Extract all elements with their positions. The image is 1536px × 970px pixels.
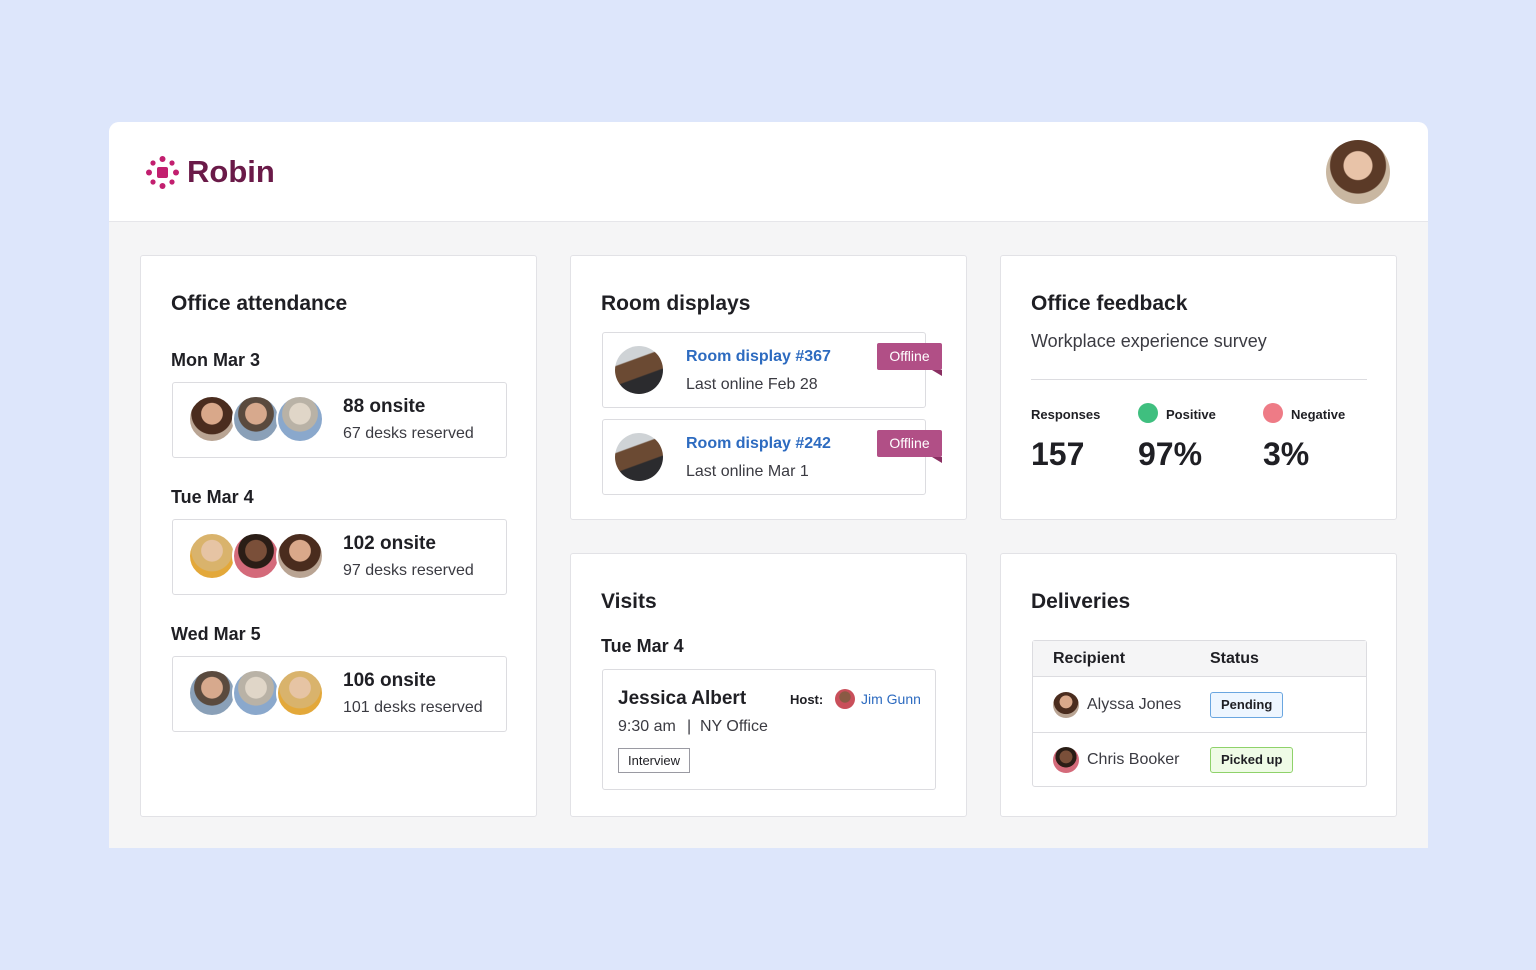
divider (1031, 379, 1367, 380)
panel-title: Deliveries (1031, 590, 1131, 613)
host-avatar (835, 689, 855, 709)
deliveries-panel: Deliveries Recipient Status Alyssa Jones… (1000, 553, 1397, 817)
avatar (232, 532, 280, 580)
deliveries-table: Recipient Status Alyssa Jones Pending Chri… (1032, 640, 1367, 787)
recipient-name: Alyssa Jones (1087, 696, 1182, 713)
stat-label: Negative (1291, 407, 1346, 422)
visit-tag: Interview (618, 748, 691, 773)
attendance-card[interactable]: 106 onsite 101 desks reserved (172, 656, 507, 732)
avatar (276, 669, 324, 717)
day-label: Wed Mar 5 (171, 624, 261, 644)
panel-title: Visits (601, 590, 657, 613)
avatar (188, 395, 236, 443)
desks-reserved: 67 desks reserved (343, 425, 474, 442)
attendance-panel: Office attendance Mon Mar 3 88 onsite 67 d… (140, 255, 537, 817)
last-online: Last online Feb 28 (686, 376, 818, 393)
avatar (188, 532, 236, 580)
last-online: Last online Mar 1 (686, 463, 809, 480)
user-avatar[interactable] (1326, 140, 1390, 204)
visitor-name: Jessica Albert (618, 688, 747, 709)
day-label: Mon Mar 3 (171, 350, 261, 370)
day-label: Tue Mar 4 (171, 487, 254, 507)
brand: Robin (187, 154, 275, 189)
onsite-count: 88 onsite (343, 396, 426, 417)
status-pill: Pending (1210, 692, 1284, 718)
stat-label: Responses (1031, 407, 1101, 422)
stat-value: 97% (1138, 436, 1203, 472)
avatar (276, 532, 324, 580)
room-name[interactable]: Room display #367 (686, 348, 831, 365)
logo-mark (146, 156, 179, 189)
visit-card[interactable]: Jessica Albert Host: Jim Gunn 9:30 am | … (602, 669, 936, 790)
status-pill: Picked up (1210, 747, 1294, 773)
room-name[interactable]: Room display #242 (686, 435, 831, 452)
room-photo (615, 346, 663, 394)
desks-reserved: 97 desks reserved (343, 562, 474, 579)
stat-label: Positive (1166, 407, 1216, 422)
attendance-card[interactable]: 88 onsite 67 desks reserved (172, 382, 507, 458)
panel-title: Office attendance (171, 292, 348, 315)
face-icon (1263, 403, 1283, 423)
visit-time: 9:30 am (618, 718, 676, 735)
attendance-card[interactable]: 102 onsite 97 desks reserved (172, 519, 507, 595)
face-icon (1138, 403, 1158, 423)
column-header: Recipient (1053, 650, 1126, 667)
status-tag: Offline (877, 343, 942, 376)
room-photo (615, 433, 663, 481)
stat-value: 3% (1263, 436, 1310, 472)
host-name[interactable]: Jim Gunn (861, 691, 921, 707)
desks-reserved: 101 desks reserved (343, 699, 483, 716)
visit-date: Tue Mar 4 (601, 636, 684, 656)
feedback-panel: Office feedback Workplace experience sur… (1000, 255, 1397, 520)
stat-value: 157 (1031, 436, 1085, 472)
recipient-avatar (1053, 692, 1079, 718)
avatar (276, 395, 324, 443)
separator: | (687, 718, 692, 735)
onsite-count: 102 onsite (343, 533, 436, 554)
room-card[interactable]: Room display #367 Last online Feb 28 (602, 332, 926, 408)
recipient-avatar (1053, 747, 1079, 773)
avatar (188, 669, 236, 717)
onsite-count: 106 onsite (343, 670, 436, 691)
table-header (1033, 641, 1366, 677)
avatar (232, 395, 280, 443)
visit-location: NY Office (700, 718, 768, 735)
panel-title: Room displays (601, 292, 751, 315)
header: Robin (109, 122, 1428, 222)
host-label: Host: (790, 692, 824, 707)
row-divider (1033, 732, 1366, 733)
panel-title: Office feedback (1031, 292, 1188, 315)
status-tag: Offline (877, 430, 942, 463)
recipient-name: Chris Booker (1087, 751, 1180, 768)
room-displays-panel: Room displays Room display #367 Last onli… (570, 255, 967, 520)
visits-panel: Visits Tue Mar 4 Jessica Albert Host: Ji… (570, 553, 967, 817)
subtitle: Workplace experience survey (1031, 331, 1267, 351)
avatar (232, 669, 280, 717)
column-header: Status (1210, 650, 1259, 667)
room-card[interactable]: Room display #242 Last online Mar 1 (602, 419, 926, 495)
